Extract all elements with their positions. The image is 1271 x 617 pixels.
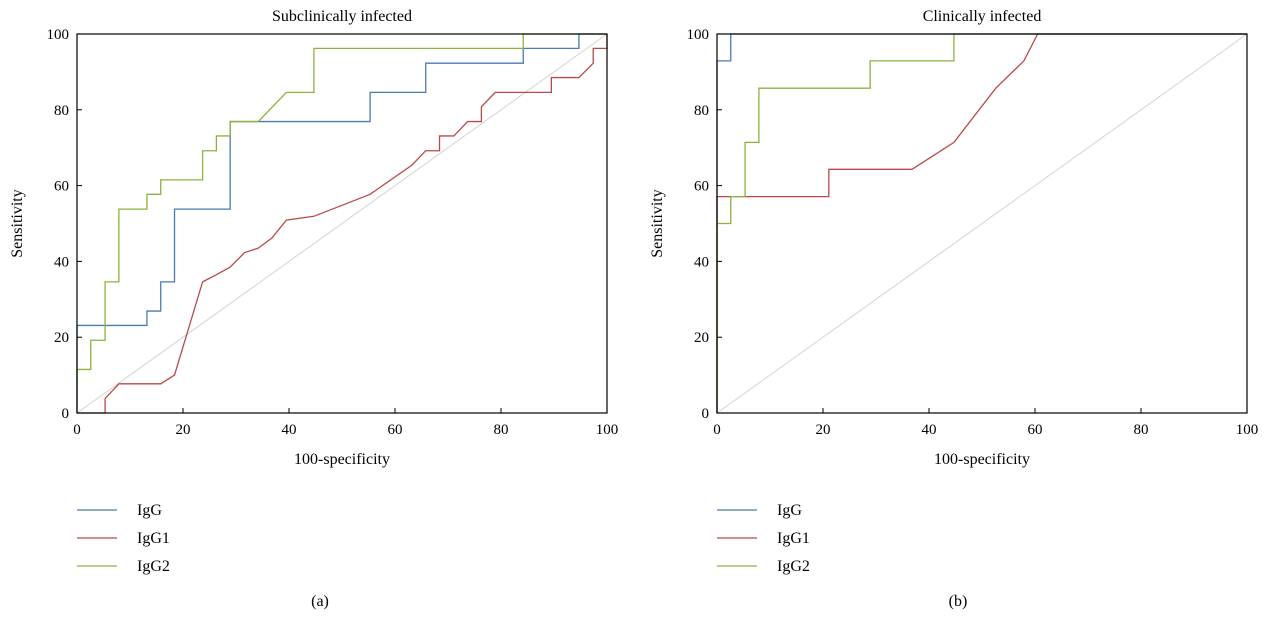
plot-frame xyxy=(716,33,1248,414)
series-line-igg1 xyxy=(716,33,1247,413)
chart-panel-1: 0 20 40 60 80 100 0 20 40 60 80 100 Subclinically in… xyxy=(9,8,618,610)
reference-diagonal-line xyxy=(716,33,1248,414)
x-axis-label: 100-specificity xyxy=(294,451,390,468)
y-tick-label: 60 xyxy=(694,179,709,195)
y-tick-label: 100 xyxy=(47,27,70,43)
y-axis-label: Sensitivity xyxy=(649,189,666,257)
x-tick-label: 80 xyxy=(494,422,509,438)
y-tick-label: 0 xyxy=(702,406,710,422)
x-axis-label: 100-specificity xyxy=(934,451,1030,468)
legend-label-igg: IgG xyxy=(137,502,162,519)
x-tick-label: 40 xyxy=(282,422,297,438)
x-tick-label: 20 xyxy=(176,422,191,438)
legend-label-igg: IgG xyxy=(777,502,802,519)
x-tick-label: 40 xyxy=(922,422,937,438)
legend: IgG IgG1 IgG2 xyxy=(77,502,170,575)
reference-diagonal-line xyxy=(76,33,608,414)
y-tick-label: 40 xyxy=(54,254,69,270)
y-tick-label: 80 xyxy=(694,103,709,119)
x-tick-label: 100 xyxy=(596,422,619,438)
y-tick-label: 20 xyxy=(54,330,69,346)
panel-label: (b) xyxy=(949,593,968,610)
x-tick-label: 60 xyxy=(388,422,403,438)
x-tick-label: 100 xyxy=(1236,422,1259,438)
chart-title: Subclinically infected xyxy=(272,8,412,25)
x-tick-label: 20 xyxy=(816,422,831,438)
chart-panel-2: 0 20 40 60 80 100 0 20 40 60 80 100 Clinically infec… xyxy=(649,8,1258,610)
legend-label-igg2: IgG2 xyxy=(137,558,170,575)
series-line-igg2 xyxy=(76,33,607,413)
legend-label-igg2: IgG2 xyxy=(777,558,810,575)
y-tick-label: 40 xyxy=(694,254,709,270)
legend-label-igg1: IgG1 xyxy=(137,530,170,547)
x-tick-label: 0 xyxy=(713,422,721,438)
legend: IgG IgG1 IgG2 xyxy=(717,502,810,575)
legend-label-igg1: IgG1 xyxy=(777,530,810,547)
series-line-igg1 xyxy=(77,34,608,414)
x-tick-label: 80 xyxy=(1134,422,1149,438)
series-line-igg2 xyxy=(716,33,1247,413)
x-tick-label: 0 xyxy=(73,422,81,438)
y-axis-label: Sensitivity xyxy=(9,189,26,257)
x-tick-label: 60 xyxy=(1028,422,1043,438)
y-tick-label: 0 xyxy=(62,406,70,422)
y-tick-label: 80 xyxy=(54,103,69,119)
y-tick-label: 100 xyxy=(687,27,710,43)
chart-title: Clinically infected xyxy=(923,8,1042,25)
y-tick-label: 60 xyxy=(54,179,69,195)
y-tick-label: 20 xyxy=(694,330,709,346)
panel-label: (a) xyxy=(311,593,329,610)
plot-frame xyxy=(76,33,608,414)
